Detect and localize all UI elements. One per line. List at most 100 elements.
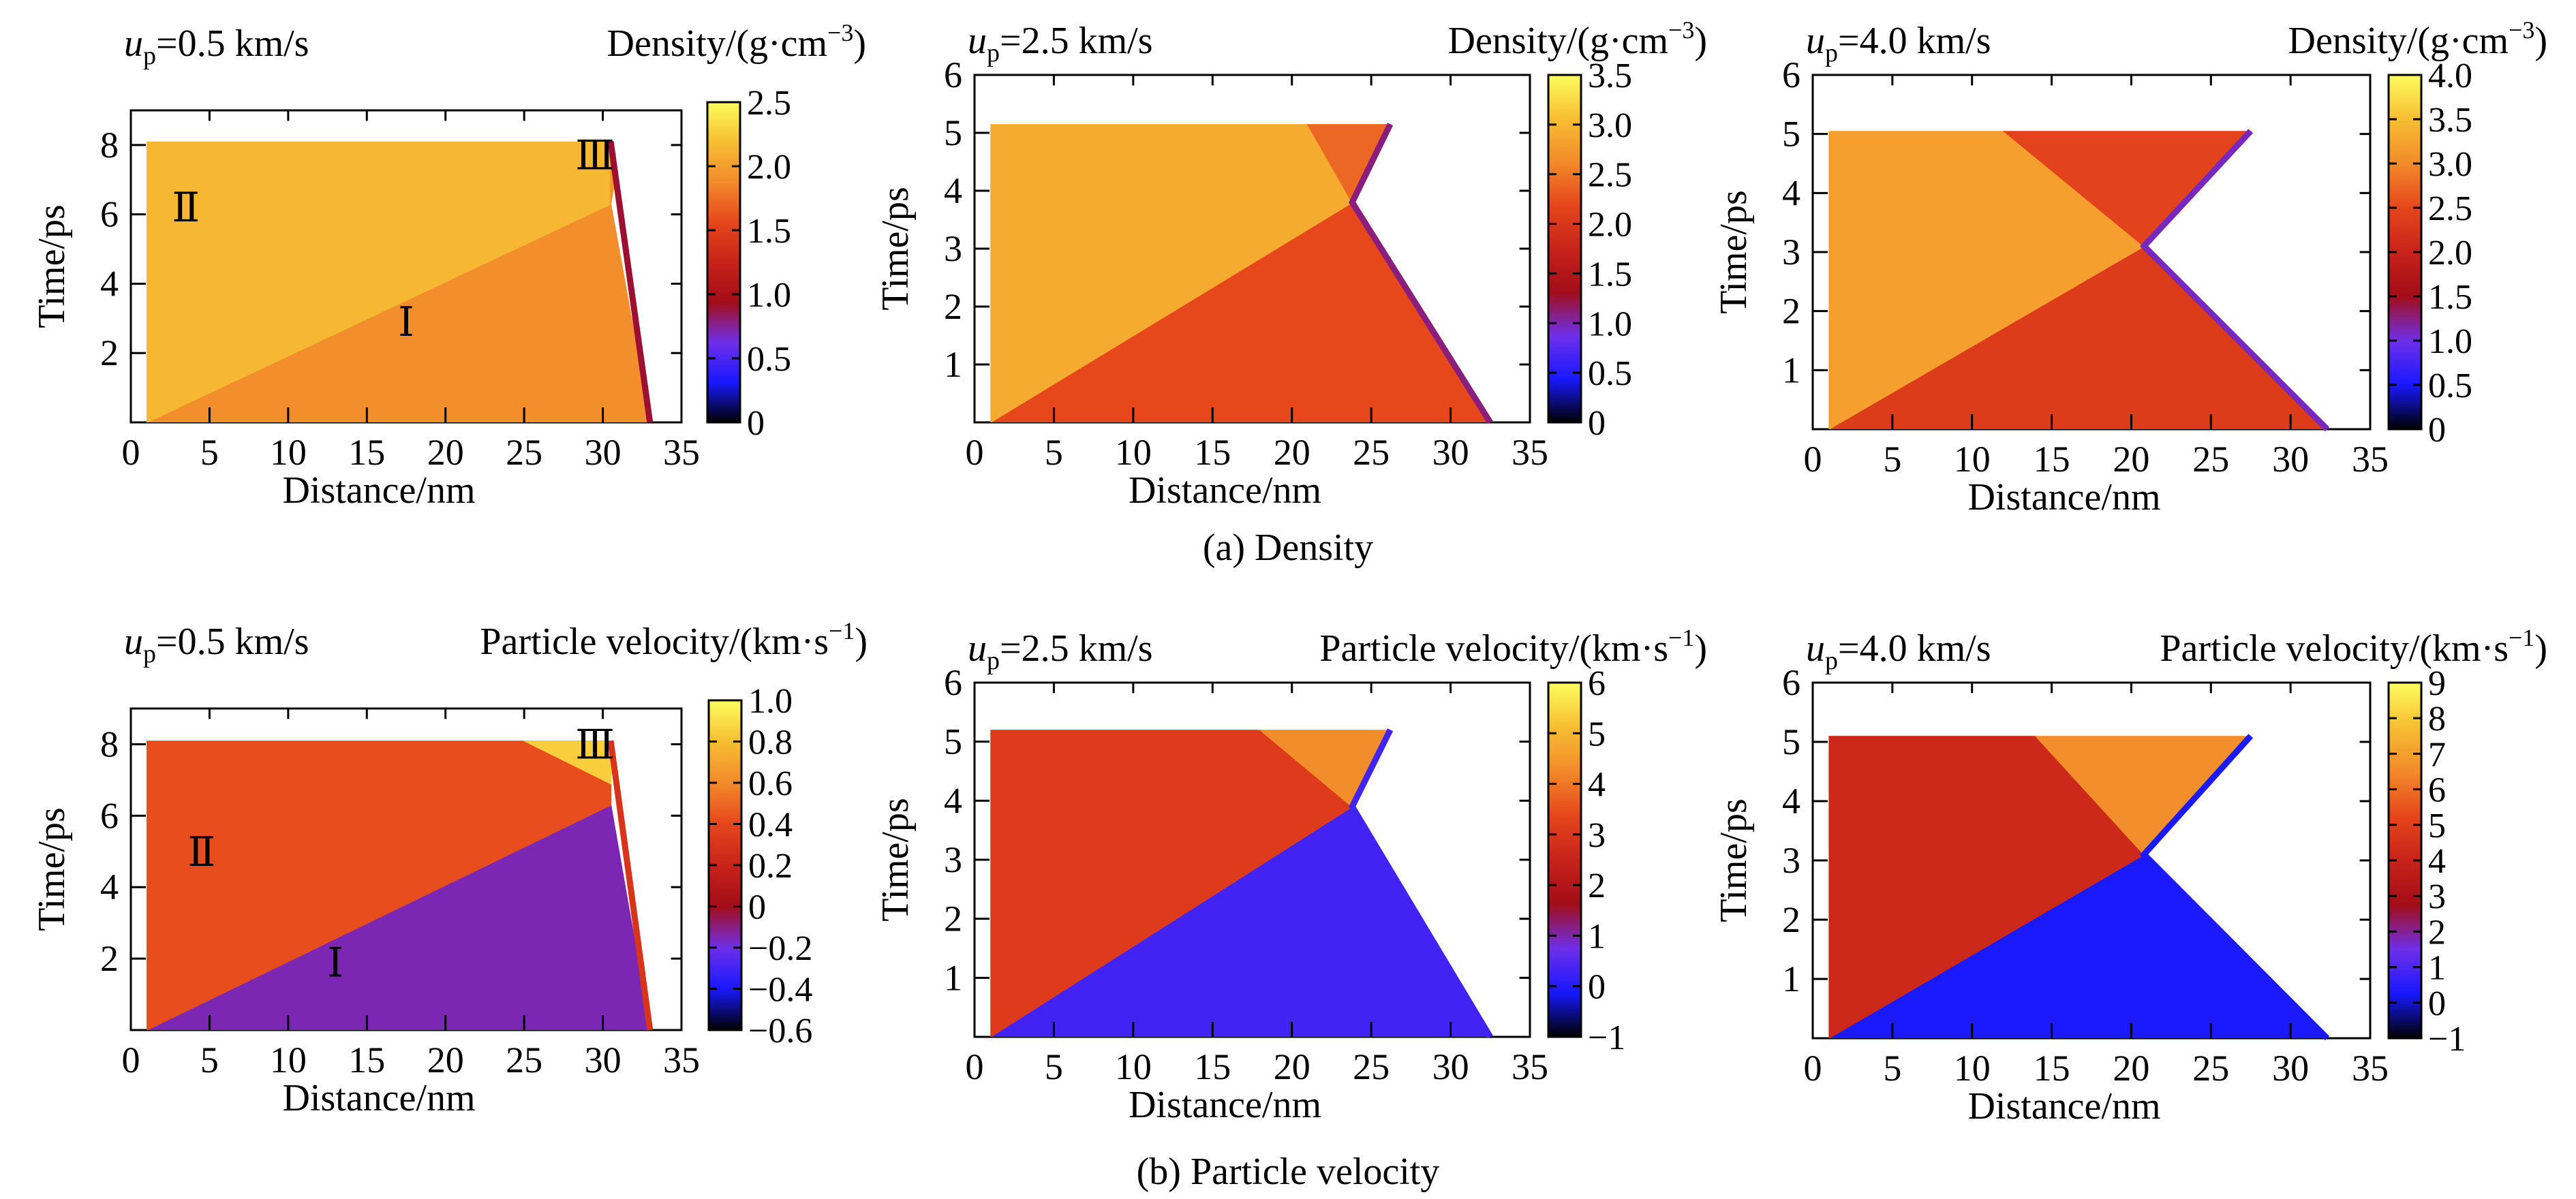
colorbar-label-sup: −1 [2509, 624, 2534, 651]
x-tick-label: 30 [585, 1040, 622, 1080]
colorbar-tick-label: 0 [1588, 968, 1606, 1007]
edge-front-line [607, 740, 654, 1031]
colorbar-tick-label: 2 [1588, 867, 1606, 905]
colorbar-tick-label: 1.5 [2428, 278, 2472, 317]
x-tick-label: 15 [2034, 439, 2070, 480]
heatmap-regions [147, 741, 650, 1030]
y-tick-label: 4 [1782, 172, 1800, 213]
colorbar-tick-label: 1.5 [747, 212, 791, 251]
y-tick-label: 4 [100, 263, 119, 304]
colorbar-label-end: ) [855, 621, 868, 663]
y-tick-label: 1 [1782, 349, 1800, 390]
x-tick-label: 10 [1954, 1048, 1991, 1089]
y-axis-label: Time/ps [874, 187, 917, 311]
colorbar [1547, 681, 1582, 1038]
colorbar-tick-label: 0 [748, 888, 766, 927]
y-tick-label: 6 [944, 662, 962, 703]
colorbar-tick-label: 0 [1588, 404, 1606, 443]
x-tick-label: 5 [1045, 432, 1063, 473]
x-tick-label: 30 [2272, 1048, 2309, 1089]
x-tick-label: 0 [966, 432, 984, 473]
region-label: Ⅰ [327, 940, 343, 985]
heatmap-region-rarefied [1828, 131, 2145, 430]
colorbar-tick-label: 3 [1588, 816, 1606, 855]
colorbar-tick-label: 1 [1588, 917, 1606, 956]
caption-b: (b) Particle velocity [1137, 1151, 1440, 1193]
colorbar-label-end: ) [853, 22, 866, 65]
x-tick-label: 5 [1045, 1046, 1063, 1087]
colorbar-tick-label: 1.0 [2428, 322, 2472, 361]
x-tick-label: 35 [2352, 439, 2389, 480]
colorbar-tick-label: 0.8 [748, 723, 793, 762]
x-tick-label: 25 [2192, 1048, 2229, 1089]
panel-title-sub: p [1825, 39, 1838, 67]
colorbar-tick-label: 0.5 [2428, 367, 2472, 405]
colorbar-tick-label: −0.6 [748, 1012, 812, 1050]
colorbar-tick-label: 0 [747, 404, 765, 443]
y-axis-label: Time/ps [1713, 798, 1755, 922]
y-tick-label: 6 [1782, 54, 1800, 95]
y-tick-label: 6 [944, 54, 962, 95]
y-tick-label: 6 [100, 194, 119, 235]
y-tick-label: 2 [1782, 291, 1800, 332]
panel-title-value: =2.5 km/s [1000, 627, 1153, 670]
caption-a: (a) Density [1203, 527, 1373, 569]
y-tick-label: 6 [1782, 662, 1800, 703]
heatmap-regions [990, 124, 1490, 422]
colorbar-tick-label: 0 [2428, 984, 2446, 1023]
heatmap-region-II [147, 141, 612, 423]
y-tick-label: 5 [1782, 114, 1800, 155]
y-tick-label: 6 [100, 795, 119, 836]
y-tick-label: 8 [100, 723, 119, 764]
colorbar-tick-label: 2.5 [747, 84, 791, 123]
panel-title-u: u [124, 621, 143, 663]
y-axis-label: Time/ps [31, 204, 73, 328]
heatmap-region-rarefied [1828, 736, 2145, 1038]
colorbar-label-sup: −3 [2509, 16, 2534, 44]
colorbar [706, 101, 741, 424]
colorbar-tick-label: 0.5 [1588, 354, 1632, 393]
colorbar-label: Density/(g·cm−3) [1448, 16, 1707, 62]
y-tick-label: 1 [944, 957, 962, 998]
colorbar-tick-label: 2.0 [2428, 234, 2472, 272]
region-label: Ⅱ [172, 185, 200, 230]
colorbar-tick-label: 2.5 [1588, 156, 1632, 195]
region-label: Ⅲ [575, 134, 615, 178]
x-tick-label: 25 [506, 1040, 542, 1080]
panel-title-value: =4.0 km/s [1838, 20, 1991, 62]
panel-title-u: u [1806, 20, 1825, 62]
colorbar-label-sup: −1 [1668, 624, 1694, 651]
colorbar-tick-label: 0.6 [748, 764, 793, 803]
colorbar-label-main: Density/(g·cm [2288, 20, 2509, 62]
x-axis-label: Distance/nm [1129, 469, 1321, 512]
panel-title-u: u [968, 20, 987, 62]
x-tick-label: 30 [1432, 432, 1469, 473]
x-tick-label: 25 [2192, 439, 2229, 480]
x-tick-label: 15 [1194, 1046, 1231, 1087]
y-tick-label: 1 [944, 344, 962, 385]
colorbar-label-main: Particle velocity/(km·s [2160, 627, 2509, 670]
colorbar-tick-label: 0.2 [748, 847, 793, 886]
panel-title: up=2.5 km/s [968, 20, 1153, 67]
x-tick-label: 5 [1883, 439, 1901, 480]
panel-title-value: =4.0 km/s [1838, 627, 1991, 670]
colorbar-label-end: ) [2534, 20, 2547, 62]
x-tick-label: 15 [348, 1040, 385, 1080]
colorbar-tick-label: 6 [2428, 771, 2446, 810]
region-label: Ⅰ [398, 300, 414, 345]
colorbar-tick-label: 8 [2428, 700, 2446, 738]
colorbar-label: Particle velocity/(km·s−1) [1319, 624, 1707, 670]
x-tick-label: 20 [427, 1040, 464, 1080]
x-tick-label: 25 [506, 432, 542, 473]
colorbar-label-main: Particle velocity/(km·s [480, 621, 829, 663]
panel-title-value: =0.5 km/s [156, 621, 309, 663]
chart-panel-2: 0 5 10 15 20 25 30 35 1 2 3 4 5 6 Distance/nm Time/ps up… [874, 16, 1707, 512]
x-tick-label: 35 [1512, 432, 1548, 473]
x-tick-label: 5 [200, 1040, 219, 1080]
y-tick-label: 3 [944, 228, 962, 269]
x-axis-label: Distance/nm [282, 1077, 475, 1119]
y-axis-label: Time/ps [874, 798, 917, 922]
y-tick-label: 4 [944, 780, 962, 821]
edge-front-line [2139, 129, 2330, 432]
